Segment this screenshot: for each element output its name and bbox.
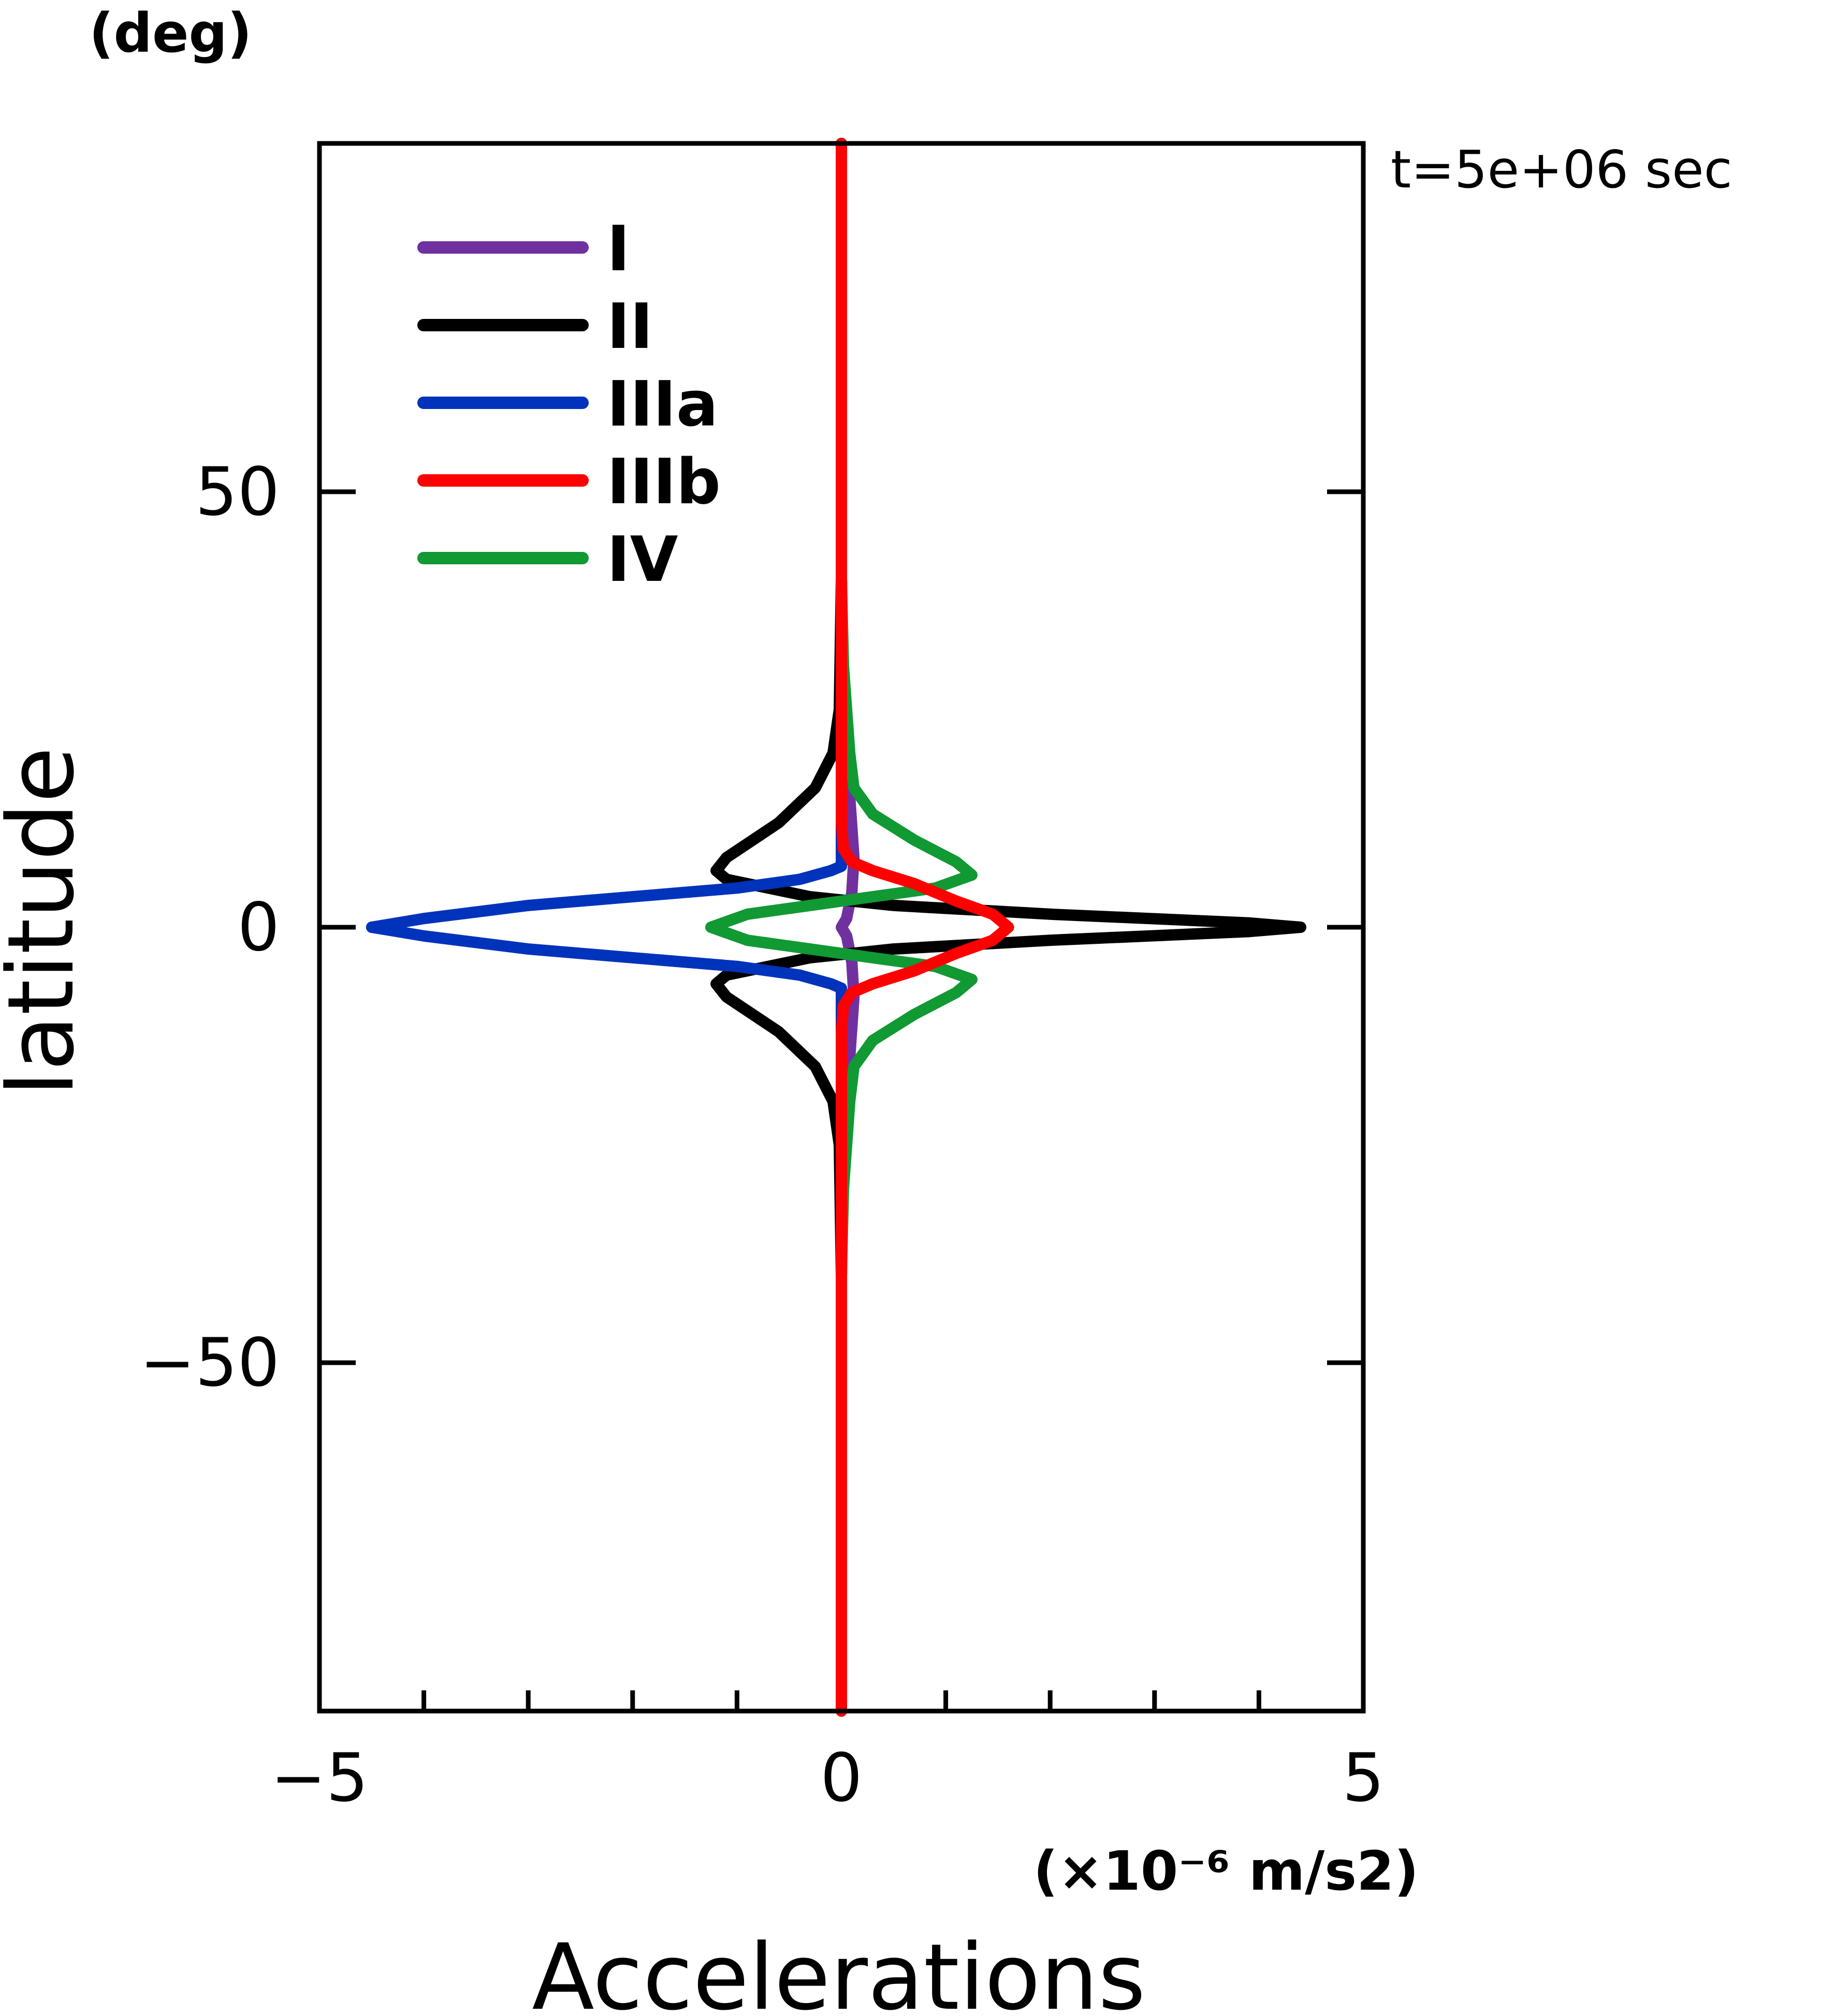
series-line-ii [710,138,1306,1717]
legend-label-iiia: IIIa [607,369,718,441]
y-tick-label: 50 [195,454,280,531]
legend-label-iv: IV [607,524,678,596]
legend-label-ii: II [607,291,653,363]
ticks-layer [317,489,1366,1711]
series-layer [366,138,1306,1717]
legend-label-iiib: IIIb [607,446,721,518]
y-tick-label: 0 [238,889,280,966]
series-line-iiib [836,138,1014,1717]
x-axis-label: Accelerations [532,1924,1145,2016]
x-tick-label: 0 [820,1740,862,1817]
y-unit-label: (deg) [89,2,252,65]
x-tick-label: −5 [271,1740,369,1817]
plot-frame [317,141,1366,1714]
time-annotation: t=5e+06 sec [1391,139,1732,200]
series-line-iv [705,138,978,1717]
legend-label-i: I [607,213,630,285]
series-line-iiia [366,138,847,1717]
x-tick-label: 5 [1342,1740,1384,1817]
y-axis-label: latitude [0,747,94,1096]
y-tick-label: −50 [140,1324,280,1401]
x-unit-label: (×10⁻⁶ m/s2) [1033,1839,1419,1903]
